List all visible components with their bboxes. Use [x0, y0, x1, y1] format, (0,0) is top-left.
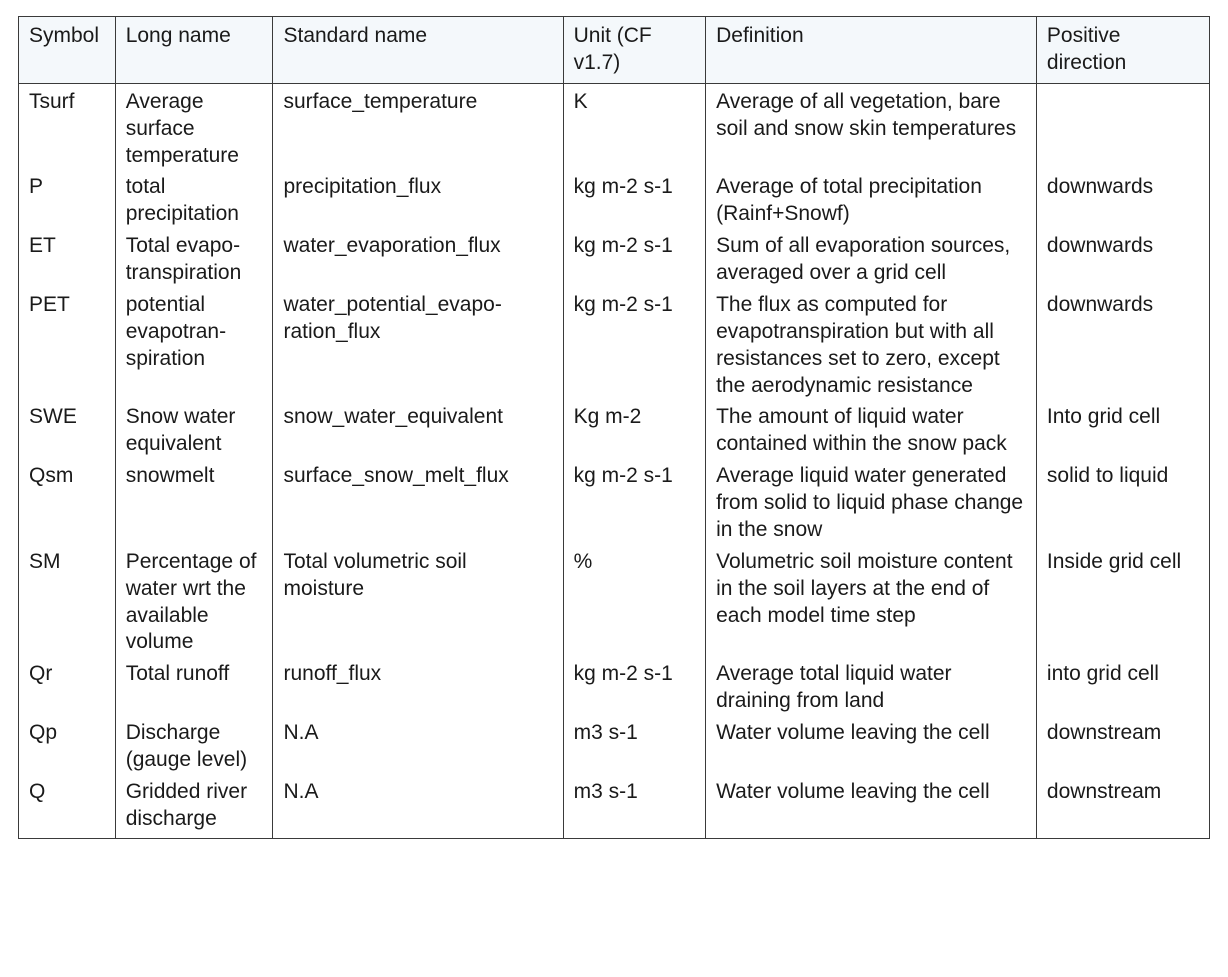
- cell-symbol: ET: [19, 233, 116, 292]
- cell-long-name: Snow water equivalent: [115, 404, 273, 463]
- cell-positive-direction: into grid cell: [1036, 661, 1209, 720]
- col-long-name: Long name: [115, 17, 273, 84]
- cell-definition: Average liquid water generated from soli…: [706, 463, 1037, 549]
- cell-unit: kg m-2 s-1: [563, 292, 706, 405]
- cell-definition: Average total liquid water draining from…: [706, 661, 1037, 720]
- cell-long-name: Total runoff: [115, 661, 273, 720]
- cell-symbol: Q: [19, 779, 116, 838]
- cell-long-name: potential evapotran­spiration: [115, 292, 273, 405]
- cell-standard-name: surface_snow_melt_flux: [273, 463, 563, 549]
- cell-unit: m3 s-1: [563, 720, 706, 779]
- cell-unit: m3 s-1: [563, 779, 706, 838]
- cell-definition: Water volume leaving the cell: [706, 720, 1037, 779]
- cell-positive-direction: Into grid cell: [1036, 404, 1209, 463]
- cell-positive-direction: downwards: [1036, 292, 1209, 405]
- cell-definition: The flux as computed for evapotranspirat…: [706, 292, 1037, 405]
- cell-unit: kg m-2 s-1: [563, 233, 706, 292]
- cell-definition: Average of total precipitation (Rainf+Sn…: [706, 174, 1037, 233]
- table-row: ETTotal evapo­transpirationwater_evapora…: [19, 233, 1210, 292]
- col-definition: Definition: [706, 17, 1037, 84]
- cell-symbol: Qp: [19, 720, 116, 779]
- cell-symbol: Tsurf: [19, 83, 116, 174]
- cell-positive-direction: solid to liquid: [1036, 463, 1209, 549]
- cell-long-name: Total evapo­transpiration: [115, 233, 273, 292]
- cell-long-name: snowmelt: [115, 463, 273, 549]
- table-row: Ptotal precipitationprecipitation_fluxkg…: [19, 174, 1210, 233]
- page: Symbol Long name Standard name Unit (CF …: [0, 0, 1228, 855]
- cell-symbol: P: [19, 174, 116, 233]
- table-row: QGridded river dischargeN.Am3 s-1Water v…: [19, 779, 1210, 838]
- cell-standard-name: N.A: [273, 779, 563, 838]
- table-row: Qsmsnowmeltsurface_snow_melt_fluxkg m-2 …: [19, 463, 1210, 549]
- cell-positive-direction: downwards: [1036, 174, 1209, 233]
- cell-definition: The amount of liquid water contained wit…: [706, 404, 1037, 463]
- cell-positive-direction: downwards: [1036, 233, 1209, 292]
- cell-standard-name: precipitation_flux: [273, 174, 563, 233]
- cell-standard-name: water_potential_evapo­ration_flux: [273, 292, 563, 405]
- table-row: SMPercentage of water wrt the available …: [19, 549, 1210, 662]
- cell-unit: kg m-2 s-1: [563, 661, 706, 720]
- cell-definition: Volumetric soil moisture content in the …: [706, 549, 1037, 662]
- table-row: QrTotal runoffrunoff_fluxkg m-2 s-1Avera…: [19, 661, 1210, 720]
- table-row: PETpotential evapotran­spirationwater_po…: [19, 292, 1210, 405]
- cell-unit: kg m-2 s-1: [563, 463, 706, 549]
- cell-long-name: Discharge (gauge level): [115, 720, 273, 779]
- cell-unit: Kg m-2: [563, 404, 706, 463]
- col-symbol: Symbol: [19, 17, 116, 84]
- cell-symbol: PET: [19, 292, 116, 405]
- cell-definition: Sum of all evaporation sources, averaged…: [706, 233, 1037, 292]
- table-header-row: Symbol Long name Standard name Unit (CF …: [19, 17, 1210, 84]
- cell-standard-name: water_evaporation_flux: [273, 233, 563, 292]
- col-standard-name: Standard name: [273, 17, 563, 84]
- cell-definition: Water volume leaving the cell: [706, 779, 1037, 838]
- cell-standard-name: runoff_flux: [273, 661, 563, 720]
- cell-standard-name: surface_temperature: [273, 83, 563, 174]
- cell-standard-name: N.A: [273, 720, 563, 779]
- cell-positive-direction: [1036, 83, 1209, 174]
- cell-standard-name: snow_water_equivalent: [273, 404, 563, 463]
- cell-positive-direction: downstream: [1036, 720, 1209, 779]
- col-unit: Unit (CF v1.7): [563, 17, 706, 84]
- cell-positive-direction: Inside grid cell: [1036, 549, 1209, 662]
- table-header: Symbol Long name Standard name Unit (CF …: [19, 17, 1210, 84]
- cell-long-name: total precipitation: [115, 174, 273, 233]
- cell-definition: Average of all vegetation, bare soil and…: [706, 83, 1037, 174]
- table-row: QpDischarge (gauge level)N.Am3 s-1Water …: [19, 720, 1210, 779]
- variables-table: Symbol Long name Standard name Unit (CF …: [18, 16, 1210, 839]
- cell-symbol: Qsm: [19, 463, 116, 549]
- cell-unit: K: [563, 83, 706, 174]
- cell-symbol: Qr: [19, 661, 116, 720]
- table-row: TsurfAverage surface temperaturesurface_…: [19, 83, 1210, 174]
- cell-standard-name: Total volumetric soil moisture: [273, 549, 563, 662]
- cell-symbol: SM: [19, 549, 116, 662]
- cell-long-name: Average surface temperature: [115, 83, 273, 174]
- cell-symbol: SWE: [19, 404, 116, 463]
- col-positive-direction: Positive direction: [1036, 17, 1209, 84]
- cell-positive-direction: downstream: [1036, 779, 1209, 838]
- table-body: TsurfAverage surface temperaturesurface_…: [19, 83, 1210, 838]
- table-row: SWESnow water equivalentsnow_water_equiv…: [19, 404, 1210, 463]
- cell-long-name: Percentage of water wrt the available vo…: [115, 549, 273, 662]
- cell-long-name: Gridded river discharge: [115, 779, 273, 838]
- cell-unit: kg m-2 s-1: [563, 174, 706, 233]
- cell-unit: %: [563, 549, 706, 662]
